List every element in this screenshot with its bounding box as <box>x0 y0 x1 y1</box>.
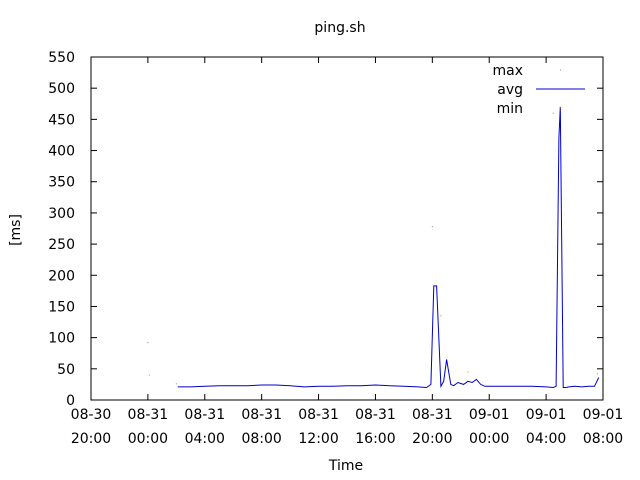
y-tick-label: 450 <box>48 112 75 128</box>
x-tick-label: 20:00 <box>412 431 452 447</box>
y-tick-label: 50 <box>57 362 75 378</box>
series-max-point <box>467 371 469 373</box>
series-max-point <box>440 315 442 317</box>
y-tick-label: 300 <box>48 206 75 222</box>
x-tick-label: 08-31 <box>298 407 339 423</box>
x-tick-label: 09-01 <box>583 407 624 423</box>
y-tick-label: 100 <box>48 331 75 347</box>
x-tick-label: 08-31 <box>355 407 396 423</box>
plot-frame <box>90 56 604 401</box>
x-axis-label: Time <box>328 458 363 474</box>
series-max-point <box>175 383 177 385</box>
y-tick-label: 250 <box>48 237 75 253</box>
series-avg-line <box>177 106 600 389</box>
legend-label-min: min <box>497 101 523 117</box>
x-tick-label: 08-31 <box>128 407 169 423</box>
x-tick-label: 16:00 <box>355 431 395 447</box>
x-tick-label: 12:00 <box>298 431 338 447</box>
x-tick-label: 00:00 <box>469 431 509 447</box>
x-tick-label: 08-31 <box>412 407 453 423</box>
x-tick-label: 08-30 <box>71 407 112 423</box>
x-tick-label: 09-01 <box>469 407 510 423</box>
x-tick-label: 04:00 <box>185 431 225 447</box>
legend-swatch-max <box>560 69 561 71</box>
x-tick-label: 04:00 <box>526 431 566 447</box>
y-tick-label: 500 <box>48 81 75 97</box>
legend-label-max: max <box>492 63 523 79</box>
series-max-point <box>147 342 149 344</box>
x-tick-label: 08-31 <box>241 407 282 423</box>
y-axis-label: [ms] <box>8 214 24 246</box>
series-max-point <box>148 374 150 376</box>
x-tick-label: 20:00 <box>71 431 111 447</box>
y-tick-label: 150 <box>48 299 75 315</box>
chart-title: ping.sh <box>314 20 365 36</box>
x-tick-label: 08:00 <box>241 431 281 447</box>
x-tick-label: 09-01 <box>526 407 567 423</box>
y-tick-label: 350 <box>48 175 75 191</box>
series-max-point <box>596 373 598 375</box>
y-tick-label: 0 <box>66 393 75 409</box>
x-tick-label: 00:00 <box>128 431 168 447</box>
y-tick-label: 400 <box>48 144 75 160</box>
legend: max avg min <box>492 63 585 117</box>
series-max-point <box>552 112 554 114</box>
y-tick-label: 200 <box>48 268 75 284</box>
x-tick-label: 08-31 <box>184 407 225 423</box>
series-max-point <box>431 226 433 228</box>
legend-label-avg: avg <box>497 82 523 98</box>
y-tick-label: 550 <box>48 50 75 66</box>
legend-swatch-min <box>560 107 561 109</box>
x-tick-label: 08:00 <box>583 431 623 447</box>
